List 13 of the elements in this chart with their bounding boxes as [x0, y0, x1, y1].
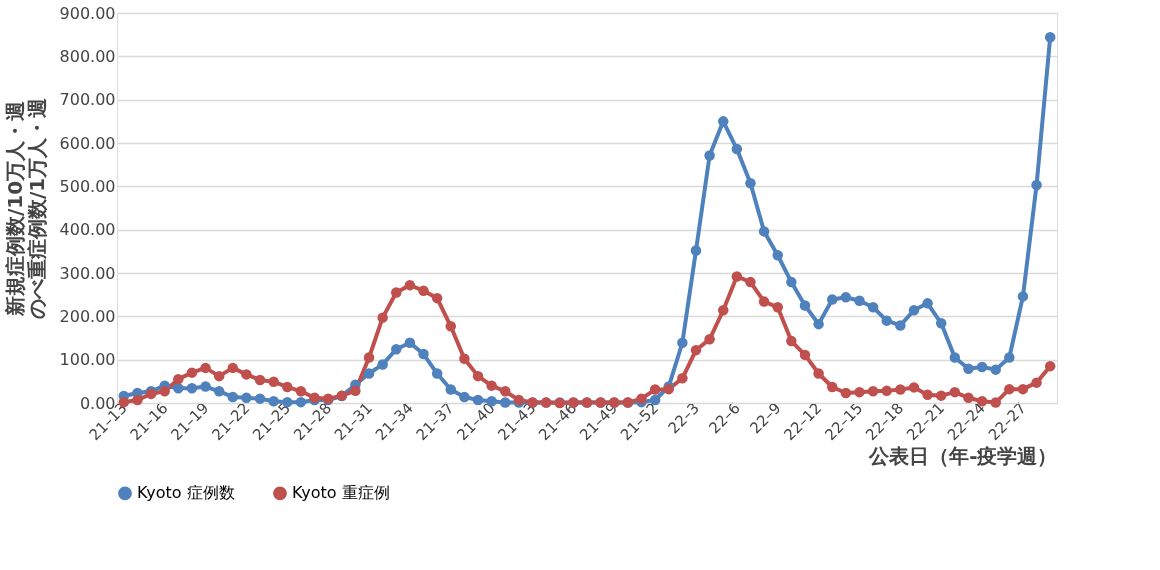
legend-label: Kyoto 重症例: [292, 483, 390, 503]
y-tick-label: 800.00: [59, 46, 116, 66]
y-tick-label: 300.00: [59, 263, 116, 283]
y-axis-title: 新規症例数/10万人・週のべ重症例数/1万人・週: [2, 97, 49, 320]
y-tick-label: 400.00: [59, 220, 116, 240]
y-tick-label: 100.00: [59, 350, 116, 370]
y-tick-label: 700.00: [59, 90, 116, 110]
y-tick-label: 600.00: [59, 133, 116, 153]
y-tick-label: 200.00: [59, 306, 116, 326]
y-tick-label: 500.00: [59, 176, 116, 196]
legend-label: Kyoto 症例数: [137, 483, 235, 503]
x-axis-title: 公表日（年-疫学週）: [868, 444, 1058, 469]
y-tick-label: 900.00: [59, 3, 116, 23]
